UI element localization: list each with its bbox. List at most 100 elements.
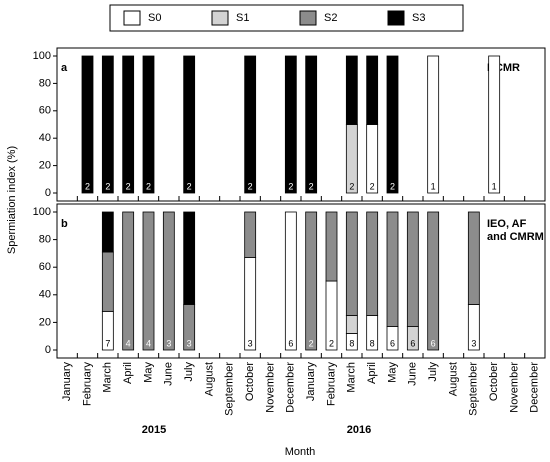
bar-segment bbox=[488, 55, 501, 194]
bar-segment bbox=[284, 55, 297, 194]
sample-size: 8 bbox=[370, 338, 375, 348]
bar-segment bbox=[345, 211, 358, 316]
x-tick-label: September bbox=[224, 362, 236, 416]
bar-segment bbox=[101, 251, 114, 312]
bar-segment bbox=[305, 211, 318, 351]
x-tick-label: March bbox=[346, 362, 358, 393]
x-tick-label: February bbox=[81, 362, 93, 407]
bar-segment bbox=[142, 55, 155, 194]
year-label: 2016 bbox=[347, 424, 371, 436]
bar-segment bbox=[325, 211, 338, 282]
bar-segment bbox=[81, 55, 94, 194]
legend-label: S2 bbox=[324, 12, 337, 24]
sample-size: 6 bbox=[288, 338, 293, 348]
bar-segment bbox=[244, 55, 257, 194]
x-tick-label: June bbox=[407, 362, 419, 386]
sample-size: 6 bbox=[410, 338, 415, 348]
y-tick-label: 100 bbox=[33, 206, 51, 218]
y-axis-label: Spermiation index (%) bbox=[6, 146, 18, 254]
x-tick-label: February bbox=[325, 362, 337, 407]
x-tick-label: January bbox=[61, 362, 73, 402]
bar-segment bbox=[162, 211, 175, 351]
x-tick-label: October bbox=[244, 362, 256, 401]
x-tick-label: December bbox=[529, 362, 541, 413]
sample-size: 2 bbox=[309, 338, 314, 348]
legend-swatch bbox=[387, 10, 405, 26]
x-tick-label: January bbox=[305, 362, 317, 402]
x-tick-label: March bbox=[102, 362, 114, 393]
bar-segment bbox=[366, 211, 379, 316]
sample-size: 2 bbox=[187, 181, 192, 191]
sample-size: 2 bbox=[288, 181, 293, 191]
sample-size: 8 bbox=[349, 338, 354, 348]
bar-segment bbox=[142, 211, 155, 351]
x-tick-label: August bbox=[447, 362, 459, 396]
sample-size: 3 bbox=[471, 338, 476, 348]
sample-size: 7 bbox=[105, 338, 110, 348]
sample-size: 4 bbox=[146, 338, 151, 348]
y-tick-label: 40 bbox=[39, 132, 51, 144]
legend-label: S3 bbox=[412, 12, 425, 24]
x-tick-label: June bbox=[163, 362, 175, 386]
y-tick-label: 40 bbox=[39, 289, 51, 301]
bar-segment bbox=[183, 211, 196, 305]
x-tick-label: August bbox=[203, 362, 215, 396]
y-tick-label: 20 bbox=[39, 160, 51, 172]
bar-segment bbox=[427, 55, 440, 194]
sample-size: 3 bbox=[248, 338, 253, 348]
y-tick-label: 0 bbox=[45, 187, 51, 199]
x-tick-label: October bbox=[488, 362, 500, 401]
x-tick-label: April bbox=[366, 362, 378, 384]
sample-size: 2 bbox=[309, 181, 314, 191]
sample-size: 2 bbox=[370, 181, 375, 191]
sample-size: 4 bbox=[126, 338, 131, 348]
sample-size: 6 bbox=[431, 338, 436, 348]
sample-size: 3 bbox=[166, 338, 171, 348]
y-tick-label: 60 bbox=[39, 105, 51, 117]
sample-size: 2 bbox=[329, 338, 334, 348]
y-tick-label: 80 bbox=[39, 234, 51, 246]
bar-segment bbox=[122, 211, 135, 351]
x-tick-label: May bbox=[142, 362, 154, 383]
bar-segment bbox=[345, 55, 358, 125]
y-tick-label: 80 bbox=[39, 77, 51, 89]
sample-size: 2 bbox=[390, 181, 395, 191]
y-tick-label: 0 bbox=[45, 344, 51, 356]
bar-segment bbox=[101, 211, 114, 253]
y-tick-label: 60 bbox=[39, 261, 51, 273]
x-axis-label: Month bbox=[285, 446, 316, 458]
sample-size: 2 bbox=[85, 181, 90, 191]
sample-size: 2 bbox=[248, 181, 253, 191]
x-tick-label: July bbox=[427, 362, 439, 382]
legend-swatch bbox=[123, 10, 141, 26]
bar-segment bbox=[244, 211, 257, 258]
legend-swatch bbox=[211, 10, 229, 26]
x-tick-label: November bbox=[508, 362, 520, 413]
x-tick-label: September bbox=[468, 362, 480, 416]
y-tick-label: 20 bbox=[39, 316, 51, 328]
sample-size: 2 bbox=[146, 181, 151, 191]
year-label: 2015 bbox=[142, 424, 166, 436]
bar-segment bbox=[183, 55, 196, 194]
panel-label: b bbox=[61, 218, 68, 230]
annotation: IEO, AF bbox=[487, 218, 527, 230]
bar-segment bbox=[284, 211, 297, 351]
x-tick-label: April bbox=[122, 362, 134, 384]
sample-size: 2 bbox=[105, 181, 110, 191]
x-tick-label: July bbox=[183, 362, 195, 382]
legend-label: S1 bbox=[236, 12, 249, 24]
bar-segment bbox=[122, 55, 135, 194]
sample-size: 1 bbox=[492, 181, 497, 191]
bar-segment bbox=[427, 211, 440, 351]
x-tick-label: May bbox=[386, 362, 398, 383]
panel-label: a bbox=[61, 62, 68, 74]
sample-size: 2 bbox=[126, 181, 131, 191]
bar-segment bbox=[305, 55, 318, 194]
sample-size: 1 bbox=[431, 181, 436, 191]
y-tick-label: 100 bbox=[33, 50, 51, 62]
bar-segment bbox=[467, 211, 480, 305]
bar-segment bbox=[244, 257, 257, 351]
bar-segment bbox=[386, 55, 399, 194]
bar-segment bbox=[386, 211, 399, 327]
